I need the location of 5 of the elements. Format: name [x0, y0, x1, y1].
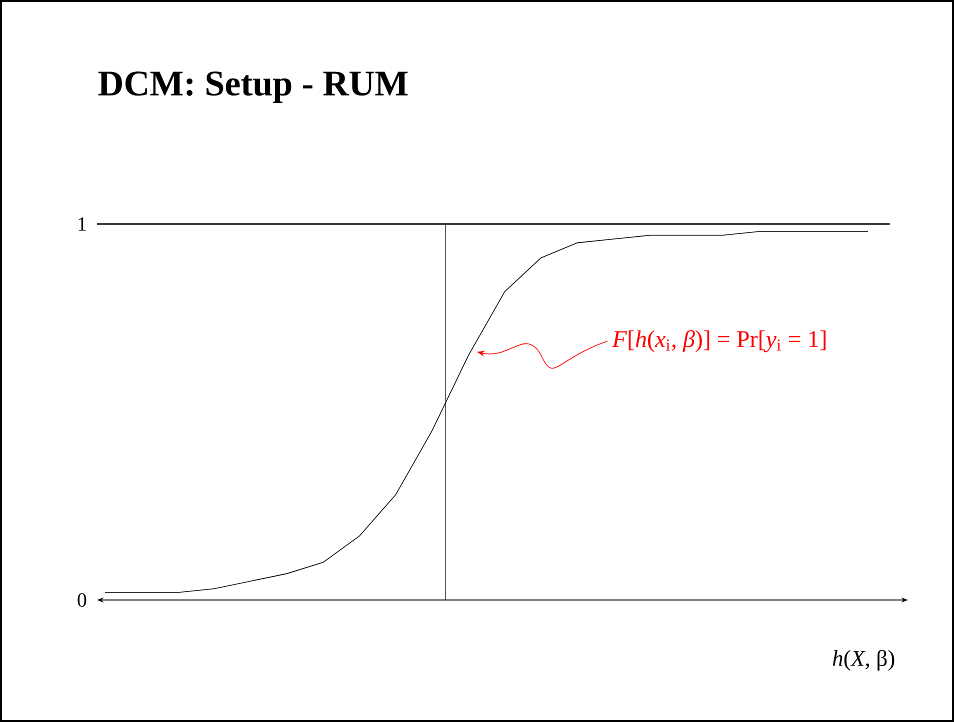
- y-tick-label: 0: [78, 593, 86, 607]
- x-axis-title: h(X, β): [832, 650, 894, 671]
- text: F[h(x$_{i}$, β)] = Pr[y$_{i}$ = 1]: [612, 330, 826, 352]
- y-tick-label: 1: [78, 217, 86, 231]
- chart-title: DCM: Setup - RUM: [98, 71, 408, 104]
